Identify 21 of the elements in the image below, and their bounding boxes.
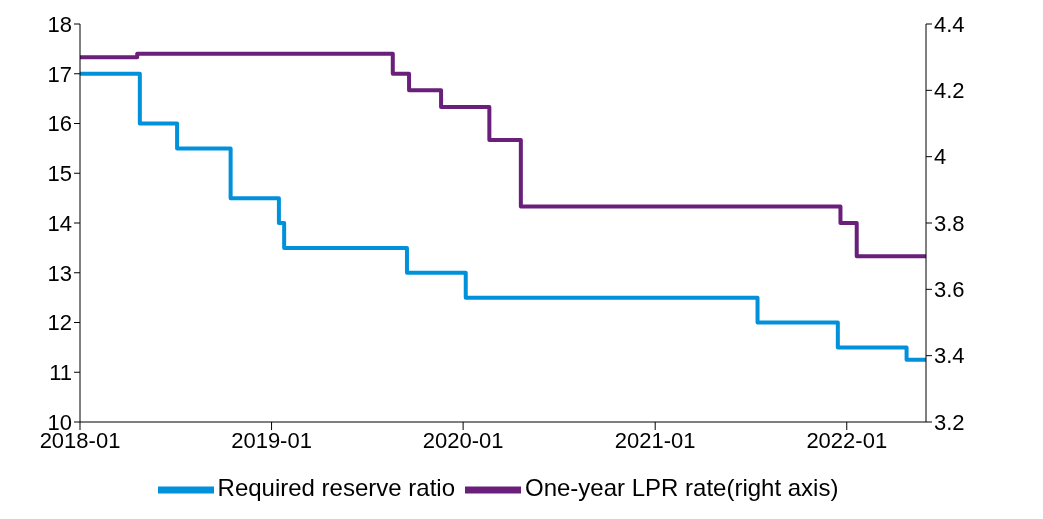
x-tick-label: 2019-01 <box>231 427 312 453</box>
y2-tick-label: 3.8 <box>934 210 965 236</box>
y2-tick-label: 3.4 <box>934 343 965 369</box>
y-tick-label: 11 <box>49 360 72 386</box>
y-tick-label: 16 <box>47 111 72 137</box>
y-tick-label: 18 <box>47 11 72 37</box>
x-tick-label: 2020-01 <box>422 427 504 453</box>
y2-tick-label: 3.6 <box>934 277 965 303</box>
y2-tick-label: 4 <box>934 144 947 170</box>
legend-label: Required reserve ratio <box>217 474 455 502</box>
y-tick-label: 12 <box>47 310 72 336</box>
y2-tick-label: 4.2 <box>934 78 965 104</box>
legend-label: One-year LPR rate(right axis) <box>525 474 839 502</box>
x-tick-label: 2021-01 <box>614 427 696 453</box>
y-tick-label: 17 <box>47 61 72 87</box>
y-tick-label: 13 <box>47 260 72 286</box>
y-tick-label: 15 <box>47 161 72 187</box>
x-tick-label: 2022-01 <box>806 427 888 453</box>
y2-tick-label: 4.4 <box>934 11 965 37</box>
y2-tick-label: 3.2 <box>934 409 965 435</box>
y-tick-label: 14 <box>47 210 72 236</box>
